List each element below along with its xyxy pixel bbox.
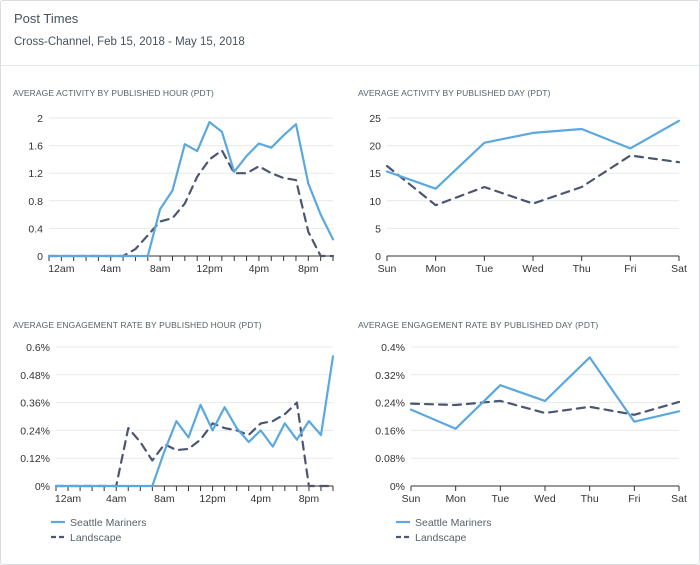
legend-label: Landscape bbox=[415, 532, 467, 544]
chart-engagement_day: AVERAGE ENGAGEMENT RATE BY PUBLISHED DAY… bbox=[358, 320, 687, 505]
legend-label: Seattle Mariners bbox=[415, 517, 491, 529]
x-tick-label: Mon bbox=[445, 493, 466, 505]
x-tick-label: 4am bbox=[106, 493, 127, 505]
y-tick-label: 0.12% bbox=[20, 453, 50, 465]
y-tick-label: 15 bbox=[369, 168, 381, 180]
x-tick-label: Wed bbox=[534, 493, 556, 505]
x-tick-label: Fri bbox=[624, 263, 636, 275]
y-tick-label: 0.32% bbox=[375, 370, 405, 382]
series-line-seattle-mariners bbox=[385, 119, 681, 190]
x-tick-label: Mon bbox=[425, 263, 446, 275]
series-line-landscape bbox=[409, 399, 681, 416]
x-tick-label: 4am bbox=[101, 263, 122, 275]
x-tick-label: 12pm bbox=[199, 493, 226, 505]
series-line-seattle-mariners bbox=[409, 356, 681, 430]
y-tick-label: 0.36% bbox=[20, 398, 50, 410]
y-tick-label: 1.2 bbox=[28, 168, 43, 180]
y-tick-label: 20 bbox=[369, 141, 381, 153]
y-tick-label: 1.6 bbox=[28, 141, 43, 153]
y-tick-label: 10 bbox=[369, 196, 381, 208]
y-tick-label: 0.6% bbox=[26, 342, 50, 354]
y-tick-label: 0% bbox=[390, 481, 405, 493]
y-tick-label: 0.24% bbox=[20, 425, 50, 437]
x-tick-label: Wed bbox=[522, 263, 544, 275]
y-tick-label: 0% bbox=[35, 481, 50, 493]
chart-activity_hour: AVERAGE ACTIVITY BY PUBLISHED HOUR (PDT)… bbox=[13, 88, 335, 275]
x-tick-label: 4pm bbox=[249, 263, 270, 275]
y-tick-label: 0.8 bbox=[28, 196, 43, 208]
chart-title: AVERAGE ACTIVITY BY PUBLISHED HOUR (PDT) bbox=[13, 88, 214, 98]
series-line-landscape bbox=[54, 401, 335, 488]
card-subtitle: Cross-Channel, Feb 15, 2018 - May 15, 20… bbox=[14, 36, 245, 48]
x-tick-label: Thu bbox=[581, 493, 599, 505]
charts-area: AVERAGE ACTIVITY BY PUBLISHED HOUR (PDT)… bbox=[13, 88, 687, 544]
chart-engagement_hour: AVERAGE ENGAGEMENT RATE BY PUBLISHED HOU… bbox=[13, 320, 335, 505]
x-tick-label: 12am bbox=[48, 263, 75, 275]
y-tick-label: 0 bbox=[375, 251, 381, 263]
x-tick-label: Sat bbox=[671, 263, 687, 275]
x-tick-label: Thu bbox=[573, 263, 591, 275]
chart-title: AVERAGE ENGAGEMENT RATE BY PUBLISHED HOU… bbox=[13, 320, 262, 330]
x-tick-label: 12pm bbox=[196, 263, 223, 275]
chart-title: AVERAGE ENGAGEMENT RATE BY PUBLISHED DAY… bbox=[358, 320, 598, 330]
series-line-landscape bbox=[47, 149, 335, 258]
y-tick-label: 0.08% bbox=[375, 453, 405, 465]
chart-title: AVERAGE ACTIVITY BY PUBLISHED DAY (PDT) bbox=[358, 88, 551, 98]
x-tick-label: 8am bbox=[150, 263, 171, 275]
series-line-seattle-mariners bbox=[47, 120, 335, 258]
series-line-seattle-mariners bbox=[54, 355, 335, 488]
x-tick-label: 4pm bbox=[251, 493, 272, 505]
y-tick-label: 0.4 bbox=[28, 223, 43, 235]
x-tick-label: 12am bbox=[55, 493, 82, 505]
x-tick-label: Tue bbox=[475, 263, 493, 275]
y-tick-label: 0.24% bbox=[375, 398, 405, 410]
x-tick-label: Sun bbox=[402, 493, 421, 505]
y-tick-label: 0.4% bbox=[381, 342, 405, 354]
y-tick-label: 0.16% bbox=[375, 425, 405, 437]
x-tick-label: 8pm bbox=[298, 263, 319, 275]
y-tick-label: 0.48% bbox=[20, 370, 50, 382]
legend-label: Landscape bbox=[70, 532, 122, 544]
y-tick-label: 2 bbox=[37, 113, 43, 125]
card-title: Post Times bbox=[14, 11, 79, 26]
x-tick-label: Fri bbox=[628, 493, 640, 505]
y-tick-label: 0 bbox=[37, 251, 43, 263]
card-header: Post Times Cross-Channel, Feb 15, 2018 -… bbox=[1, 1, 699, 66]
legend: Seattle Mariners Landscape bbox=[396, 517, 491, 544]
legend-label: Seattle Mariners bbox=[70, 517, 146, 529]
y-tick-label: 25 bbox=[369, 113, 381, 125]
x-tick-label: Sun bbox=[378, 263, 397, 275]
y-tick-label: 5 bbox=[375, 223, 381, 235]
x-tick-label: 8am bbox=[154, 493, 175, 505]
x-tick-label: Sat bbox=[671, 493, 687, 505]
x-tick-label: 8pm bbox=[299, 493, 320, 505]
legend: Seattle Mariners Landscape bbox=[51, 517, 146, 544]
series-line-landscape bbox=[385, 154, 681, 207]
chart-activity_day: AVERAGE ACTIVITY BY PUBLISHED DAY (PDT) 0… bbox=[358, 88, 687, 275]
x-tick-label: Tue bbox=[491, 493, 509, 505]
